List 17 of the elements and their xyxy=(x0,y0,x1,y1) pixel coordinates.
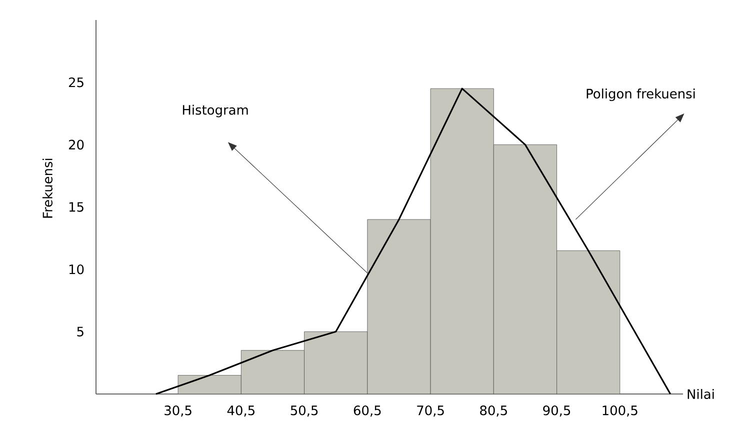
x-tick-label: 40,5 xyxy=(227,405,254,417)
x-tick-label: 30,5 xyxy=(164,405,192,417)
annotation: Poligon frekuensi xyxy=(586,88,695,102)
x-tick-label: 50,5 xyxy=(290,405,318,417)
y-tick-label: 5 xyxy=(77,326,84,336)
x-tick-label: 70,5 xyxy=(417,405,444,417)
y-tick-label: 20 xyxy=(68,140,84,150)
annotation: Histogram xyxy=(182,104,248,118)
y-tick-label: 25 xyxy=(68,77,84,88)
y-tick-label: 10 xyxy=(69,264,84,274)
x-tick-label: 100,5 xyxy=(602,405,638,417)
x-tick-label: 90,5 xyxy=(543,405,570,417)
y-axis-title: Frekuensi xyxy=(42,158,52,218)
x-tick-label: 80,5 xyxy=(480,405,507,417)
x-tick-label: 60,5 xyxy=(354,405,381,417)
x-axis-title: Nilai xyxy=(688,388,714,400)
y-tick-label: 15 xyxy=(69,202,84,212)
